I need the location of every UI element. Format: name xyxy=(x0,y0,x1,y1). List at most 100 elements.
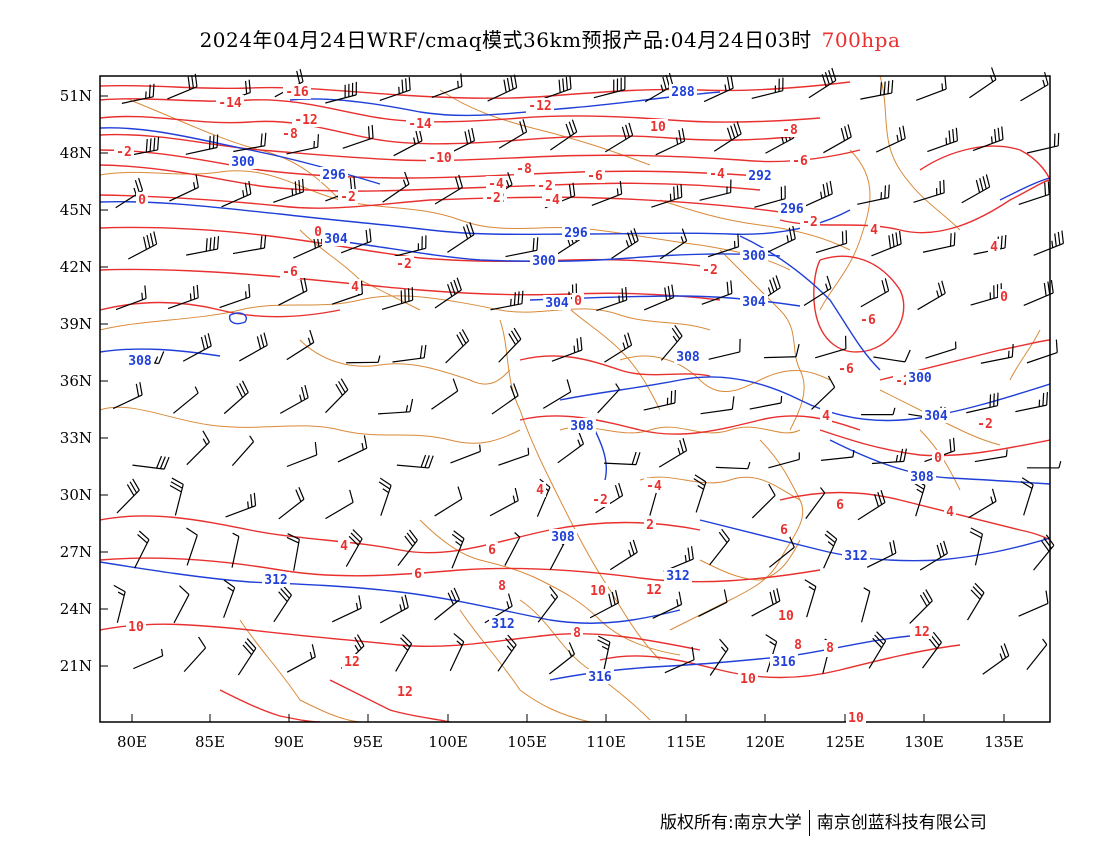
company-text: 南京创蓝科技有限公司 xyxy=(816,813,987,833)
temp-contour-label: -6 xyxy=(587,169,603,184)
temp-label-bg xyxy=(572,293,584,308)
temp-label-bg xyxy=(644,478,664,493)
wind-barb xyxy=(219,284,251,309)
wind-barb xyxy=(966,582,985,621)
wind-barb xyxy=(922,232,956,253)
wind-barb xyxy=(860,80,894,100)
temp-label-bg xyxy=(349,279,361,294)
height-label-bg xyxy=(530,253,558,268)
wind-barb xyxy=(815,335,847,359)
lat-label: 39N xyxy=(60,315,92,333)
wind-barb xyxy=(378,477,392,516)
temp-label-bg xyxy=(406,116,434,131)
temp-contour-label: 0 xyxy=(574,294,582,309)
height-contour-label: 296 xyxy=(564,226,588,241)
boundary-lines xyxy=(100,76,1041,722)
temp-contour-label: -6 xyxy=(860,313,876,328)
lon-label: 95E xyxy=(353,733,383,751)
temp-contour-label: 8 xyxy=(826,641,834,656)
temp-label-bg xyxy=(483,190,503,205)
wind-barb xyxy=(596,287,628,312)
wind-barb xyxy=(1033,534,1055,571)
lon-label: 80E xyxy=(117,733,147,751)
wind-barb xyxy=(651,184,683,208)
wind-barb xyxy=(609,539,638,571)
height-contour-label: 304 xyxy=(742,295,766,310)
wind-barb xyxy=(913,179,945,203)
wind-barb xyxy=(664,646,695,674)
temp-label-bg xyxy=(280,264,300,279)
wind-barb xyxy=(715,461,751,470)
lon-label: 120E xyxy=(745,733,785,751)
wind-barb xyxy=(804,579,817,618)
wind-barb xyxy=(873,349,911,363)
temp-label-bg xyxy=(542,192,562,207)
wind-barb xyxy=(337,435,368,463)
wind-barb xyxy=(1018,181,1050,206)
wind-barb xyxy=(700,396,735,415)
wind-barb xyxy=(749,395,783,410)
wind-barb xyxy=(861,407,896,416)
wind-barb xyxy=(968,488,997,519)
temp-contour-label: 0 xyxy=(1000,290,1008,305)
lat-label: 36N xyxy=(60,372,92,390)
wind-barb xyxy=(325,489,354,520)
height-contour-label: 308 xyxy=(551,530,575,545)
wind-barb xyxy=(231,435,255,467)
wind-barb xyxy=(805,487,826,520)
lon-label: 115E xyxy=(666,733,706,751)
temp-label-bg xyxy=(114,144,134,159)
temp-label-bg xyxy=(514,161,534,176)
temp-contour-label: -4 xyxy=(646,479,662,494)
height-label-bg xyxy=(922,408,950,423)
wind-barb xyxy=(875,125,906,153)
wind-barb xyxy=(548,642,576,675)
height-label-bg xyxy=(746,168,774,183)
height-label-bg xyxy=(908,469,936,484)
wind-barb xyxy=(708,338,741,360)
temp-label-bg xyxy=(707,166,727,181)
wind-barb xyxy=(381,287,414,310)
wind-barb xyxy=(919,540,948,571)
height-contour-label: 288 xyxy=(671,85,695,100)
wind-barb xyxy=(498,447,530,466)
wind-barb xyxy=(490,290,524,311)
wind-barb xyxy=(922,631,942,669)
temp-contour-label: -14 xyxy=(218,96,242,111)
wind-barb xyxy=(434,277,462,309)
temp-contour-label: 10 xyxy=(128,620,144,635)
wind-barb xyxy=(868,631,887,669)
wind-barb xyxy=(113,584,126,623)
wind-barb xyxy=(434,174,463,205)
temp-contour-label: -10 xyxy=(428,151,452,166)
temp-contour-label: -2 xyxy=(802,215,818,230)
height-label-bg xyxy=(322,231,350,246)
wind-barb xyxy=(540,75,572,101)
temp-contour-label: 4 xyxy=(946,505,954,520)
wind-barb xyxy=(966,392,999,414)
temp-label-bg xyxy=(534,482,546,497)
temp-label-bg xyxy=(912,624,932,639)
wind-barb xyxy=(1018,590,1049,617)
temp-contour-label: 2 xyxy=(646,518,654,533)
wind-barb xyxy=(132,455,170,470)
temp-contour-label: -2 xyxy=(592,493,608,508)
wind-barb xyxy=(972,126,1004,152)
height-label-bg xyxy=(770,654,798,669)
temp-contour-label: 4 xyxy=(822,409,830,424)
lat-label: 51N xyxy=(60,87,92,105)
temp-label-bg xyxy=(648,119,668,134)
wind-barb xyxy=(820,449,855,461)
wind-barb xyxy=(751,483,776,519)
wind-barb xyxy=(489,487,519,517)
wind-barb xyxy=(498,119,528,149)
temp-contour-label: 4 xyxy=(351,280,359,295)
height-contour-label: 312 xyxy=(844,549,867,564)
wind-barb xyxy=(754,185,786,208)
temp-label-bg xyxy=(778,522,790,537)
wind-barb xyxy=(379,77,411,101)
temp-label-bg xyxy=(126,619,146,634)
wind-barb xyxy=(133,648,164,670)
map-title: 2024年04月24日WRF/cmaq模式36km预报产品:04月24日03时 7… xyxy=(0,24,1100,53)
wind-barb xyxy=(233,132,267,153)
